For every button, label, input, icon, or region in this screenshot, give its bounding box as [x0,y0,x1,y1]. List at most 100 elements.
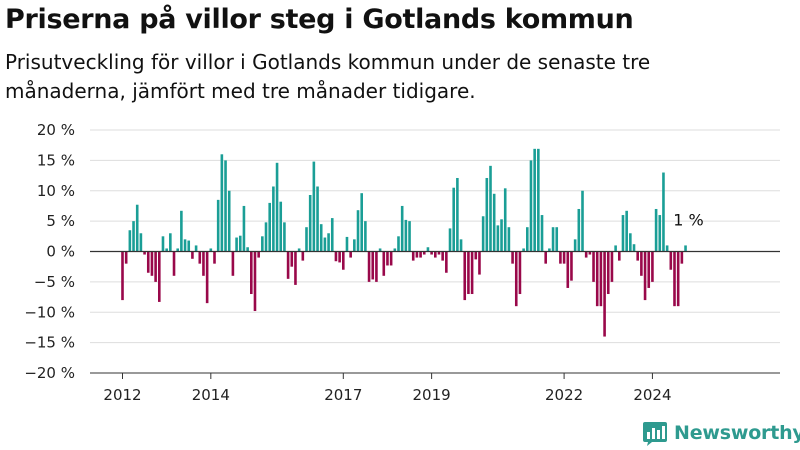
bar [537,148,540,252]
bar [603,251,606,337]
bar [364,221,367,252]
bar [367,251,371,282]
bar-series [121,148,687,337]
bar [386,251,389,266]
bar [463,251,467,301]
bar [268,202,271,252]
bar [448,228,452,252]
bar [150,251,154,276]
bar [614,245,617,252]
bar [250,251,253,295]
x-tick-label: 2022 [545,386,583,404]
bar [393,248,397,252]
bar [323,237,327,252]
bar [651,251,654,282]
bar [227,190,231,252]
bar [202,251,205,276]
bar [330,218,334,252]
bar [224,160,227,252]
bar [319,224,323,252]
bar [139,233,143,252]
bar [294,251,297,285]
bar [165,248,168,252]
bar [143,251,146,255]
bar [647,251,651,288]
bar [551,227,555,252]
bar [507,227,511,252]
x-tick-label: 2024 [633,386,671,404]
bar [308,195,312,252]
bar [272,186,275,252]
bar [257,251,260,258]
bar [216,199,220,252]
x-axis-ticks: 2012 2014 2017 2019 2022 2024 [90,372,780,404]
bar [437,251,441,255]
bar [577,208,581,252]
bar [187,240,191,252]
x-tick-label: 2012 [103,386,141,404]
bar [503,188,507,252]
y-tick-label: 20 % [37,121,75,139]
bar [570,251,573,281]
bar [426,247,430,252]
bar [511,251,514,264]
bar [220,154,224,252]
bar [636,251,639,261]
y-tick-label: 5 % [46,212,75,230]
bar [474,251,478,260]
bar [562,251,566,264]
bar [680,251,684,264]
bar [676,251,680,307]
bar [526,227,529,252]
bar [452,187,455,252]
bar [522,248,525,252]
bar [345,236,349,252]
bar [573,239,577,252]
bar [238,235,242,252]
bar [169,233,172,252]
chart-subtitle: Prisutveckling för villor i Gotlands kom… [5,50,651,103]
bar [445,251,448,273]
bar [191,251,194,259]
bar [172,251,176,276]
bar [371,251,375,280]
bar [338,251,341,263]
bar [183,239,187,252]
y-tick-label: −20 % [24,364,75,382]
bar [246,247,249,252]
bar [415,251,419,258]
bar [643,251,647,301]
chart-title: Priserna på villor steg i Gotlands kommu… [5,4,634,35]
bar [673,251,676,307]
bar [629,233,632,252]
bar [640,251,643,276]
bar [316,186,319,252]
bar [261,236,264,252]
bar [621,215,625,252]
bar [209,248,213,252]
bar [654,208,658,252]
bar [496,225,500,252]
bar [514,251,518,307]
bar [625,210,628,252]
bar [334,251,338,262]
bar [485,177,489,252]
bar [213,251,216,264]
bar [588,251,592,255]
y-tick-label: 0 % [46,243,75,261]
bar [408,221,411,252]
bar [378,248,382,252]
bar [470,251,474,295]
bar [441,251,444,261]
bar [375,251,378,282]
newsworthy-logo[interactable]: Newsworthy [642,419,800,447]
bar [533,148,536,252]
bar [434,251,437,258]
bar [404,219,408,252]
bar [301,251,305,261]
bar [305,227,308,252]
bar [400,205,404,252]
bar [658,215,662,252]
bar [161,236,165,252]
